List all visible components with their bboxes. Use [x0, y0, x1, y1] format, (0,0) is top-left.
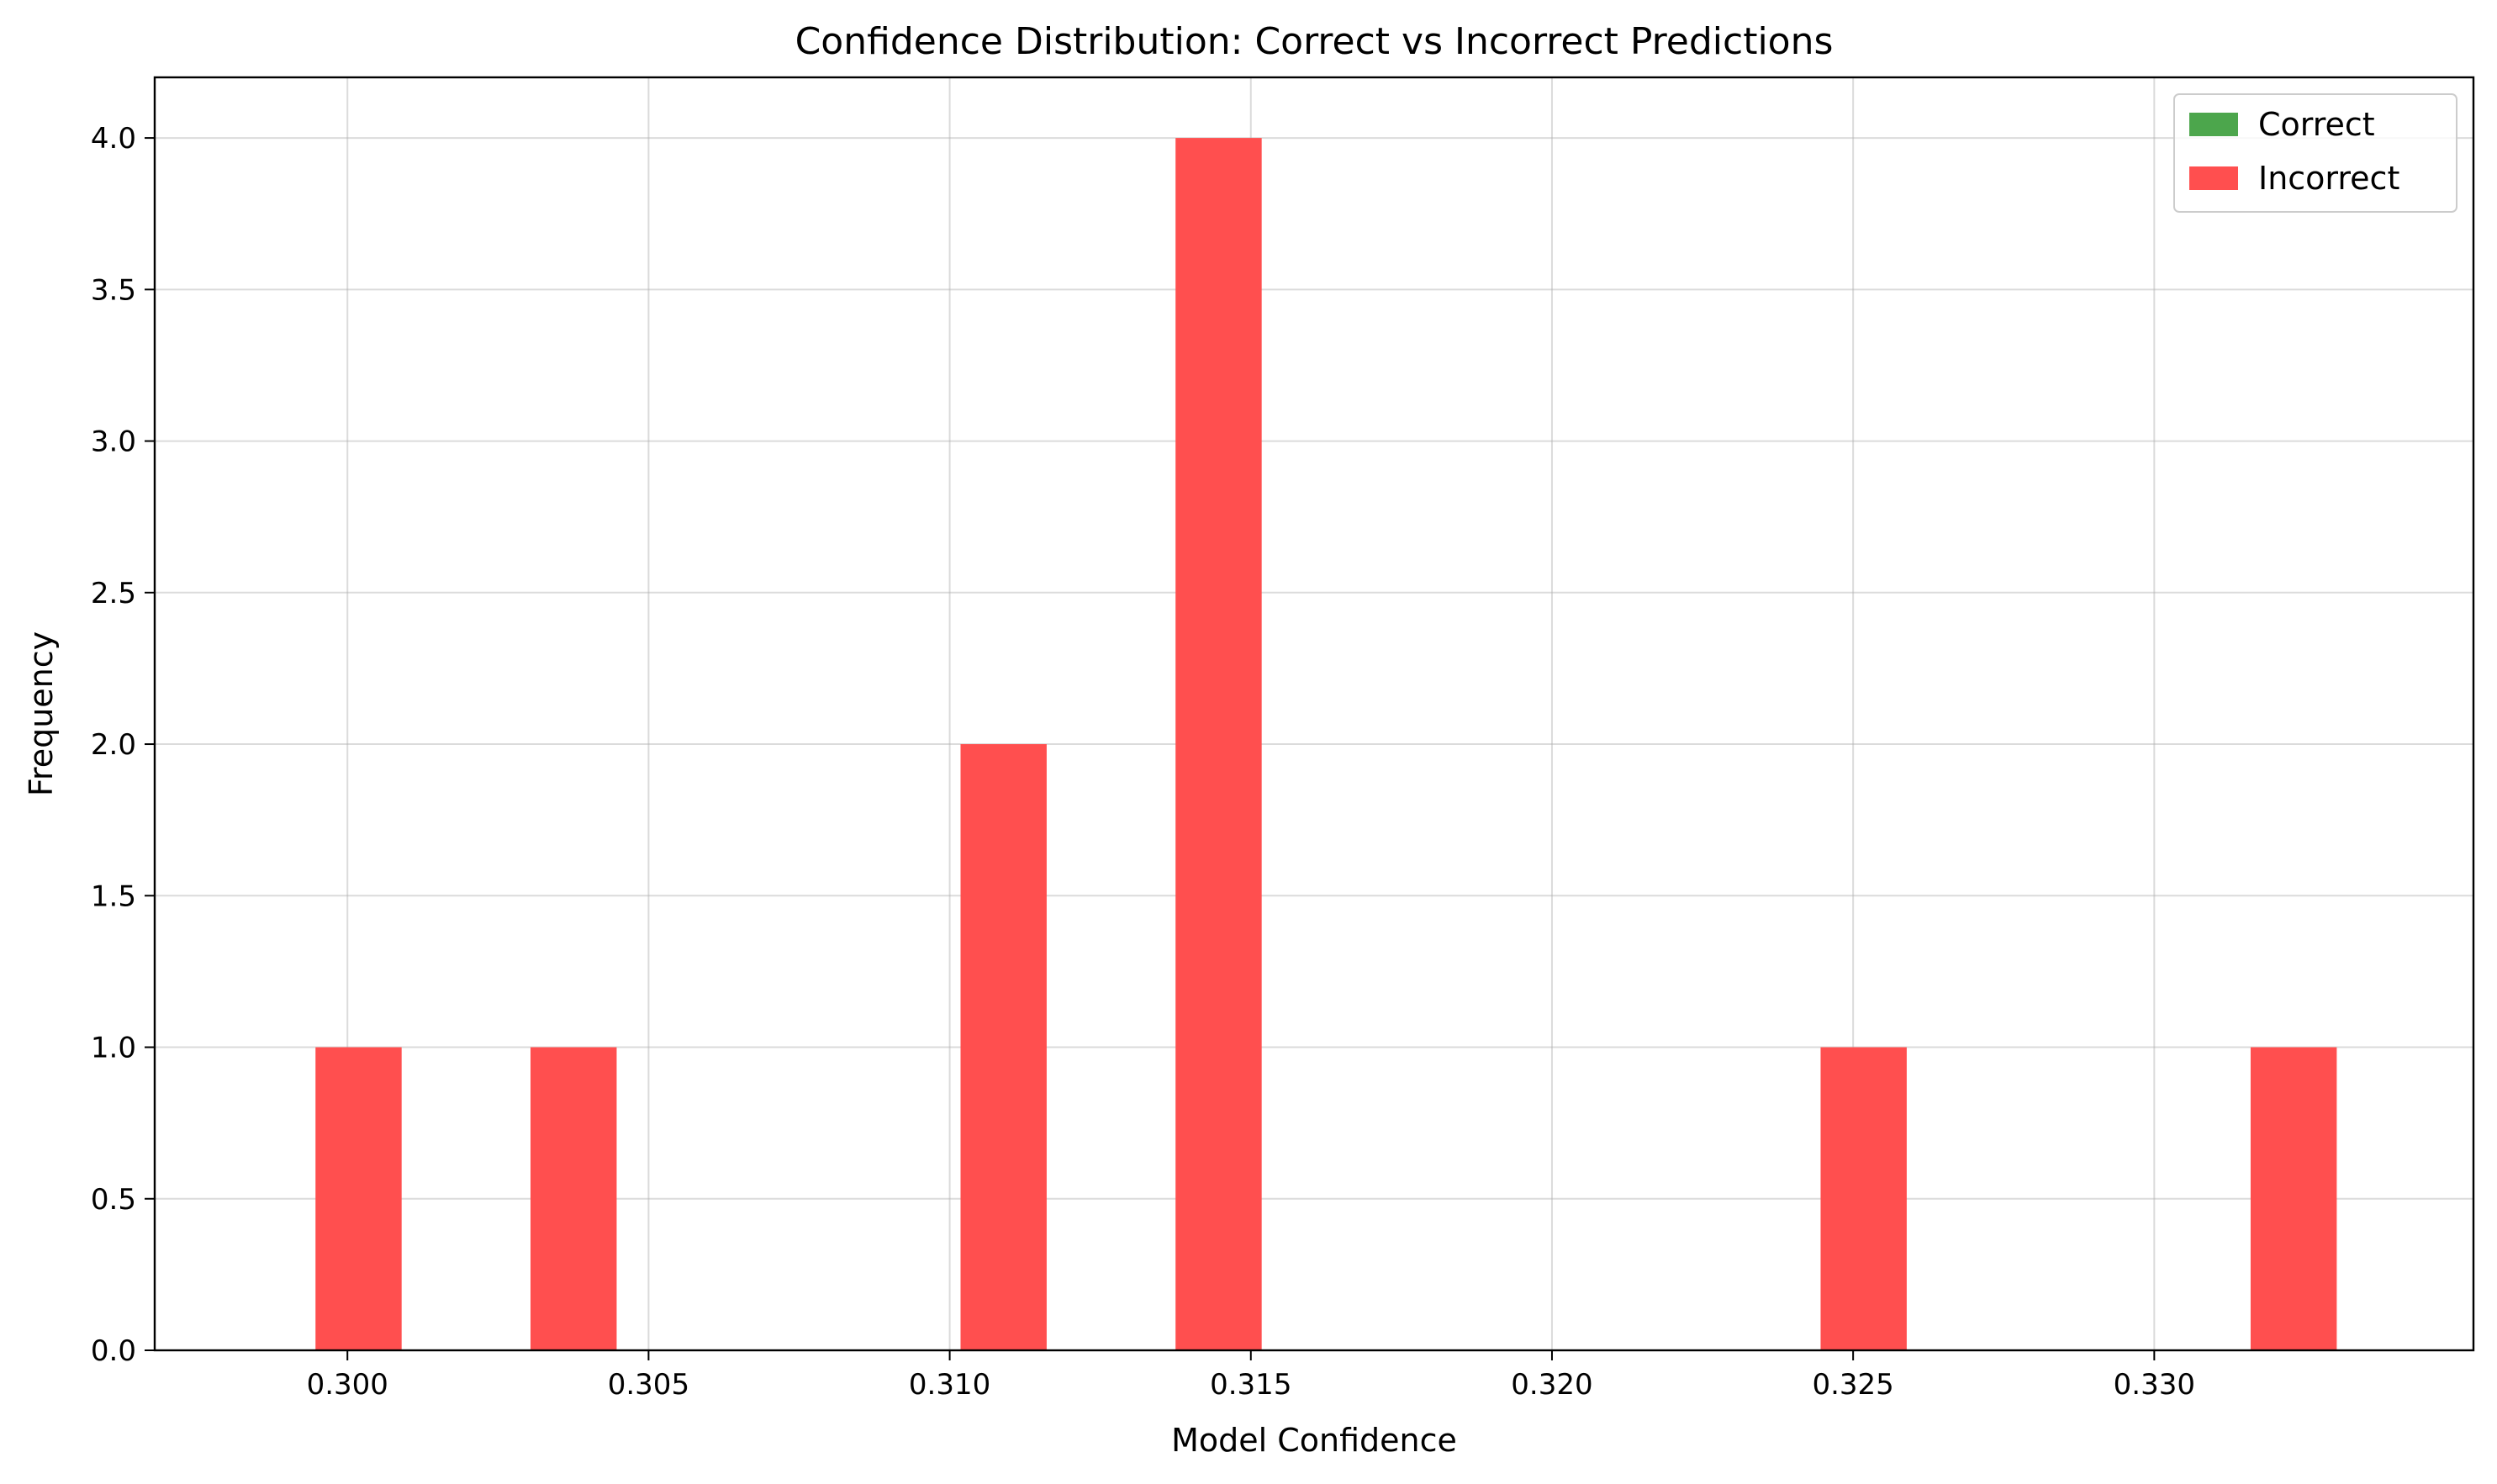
bar-incorrect-1 [531, 1047, 617, 1350]
y-tick-label-0: 0.0 [91, 1334, 136, 1368]
y-tick-label-6: 3.0 [91, 425, 136, 459]
x-tick-label-2: 0.310 [909, 1368, 990, 1402]
grid [155, 77, 2473, 1351]
y-tick-label-1: 0.5 [91, 1183, 136, 1217]
y-tick-label-3: 1.5 [91, 879, 136, 913]
chart-title: Confidence Distribution: Correct vs Inco… [795, 20, 1834, 63]
x-axis-label: Model Confidence [1171, 1422, 1457, 1459]
x-tick-label-6: 0.330 [2114, 1368, 2195, 1402]
bar-incorrect-3 [1175, 138, 1262, 1351]
x-tick-label-0: 0.300 [307, 1368, 388, 1402]
bars [315, 138, 2337, 1351]
y-axis-ticks: 0.0 0.5 1.0 1.5 2.0 2.5 3.0 3.5 4.0 [91, 122, 155, 1368]
x-tick-label-3: 0.315 [1210, 1368, 1291, 1402]
legend-label-incorrect: Incorrect [2258, 160, 2399, 197]
y-tick-label-8: 4.0 [91, 122, 136, 156]
bar-incorrect-4 [1820, 1047, 1907, 1350]
x-axis-ticks: 0.300 0.305 0.310 0.315 0.320 0.325 0.330 [307, 1350, 2195, 1402]
bar-incorrect-2 [960, 744, 1047, 1350]
plot-frame [153, 76, 2475, 1352]
legend-swatch-incorrect [2189, 166, 2238, 190]
y-tick-label-7: 3.5 [91, 273, 136, 307]
legend-swatch-correct [2189, 113, 2238, 136]
y-axis-label: Frequency [23, 631, 60, 796]
x-tick-label-1: 0.305 [608, 1368, 689, 1402]
bar-incorrect-5 [2250, 1047, 2337, 1350]
legend-box [2173, 93, 2457, 213]
legend: Correct Incorrect [2173, 93, 2457, 213]
x-tick-label-4: 0.320 [1511, 1368, 1592, 1402]
y-tick-label-4: 2.0 [91, 728, 136, 762]
y-tick-label-2: 1.0 [91, 1032, 136, 1065]
x-tick-label-5: 0.325 [1812, 1368, 1893, 1402]
bar-incorrect-0 [315, 1047, 402, 1350]
legend-label-correct: Correct [2258, 106, 2375, 143]
y-tick-label-5: 2.5 [91, 577, 136, 610]
